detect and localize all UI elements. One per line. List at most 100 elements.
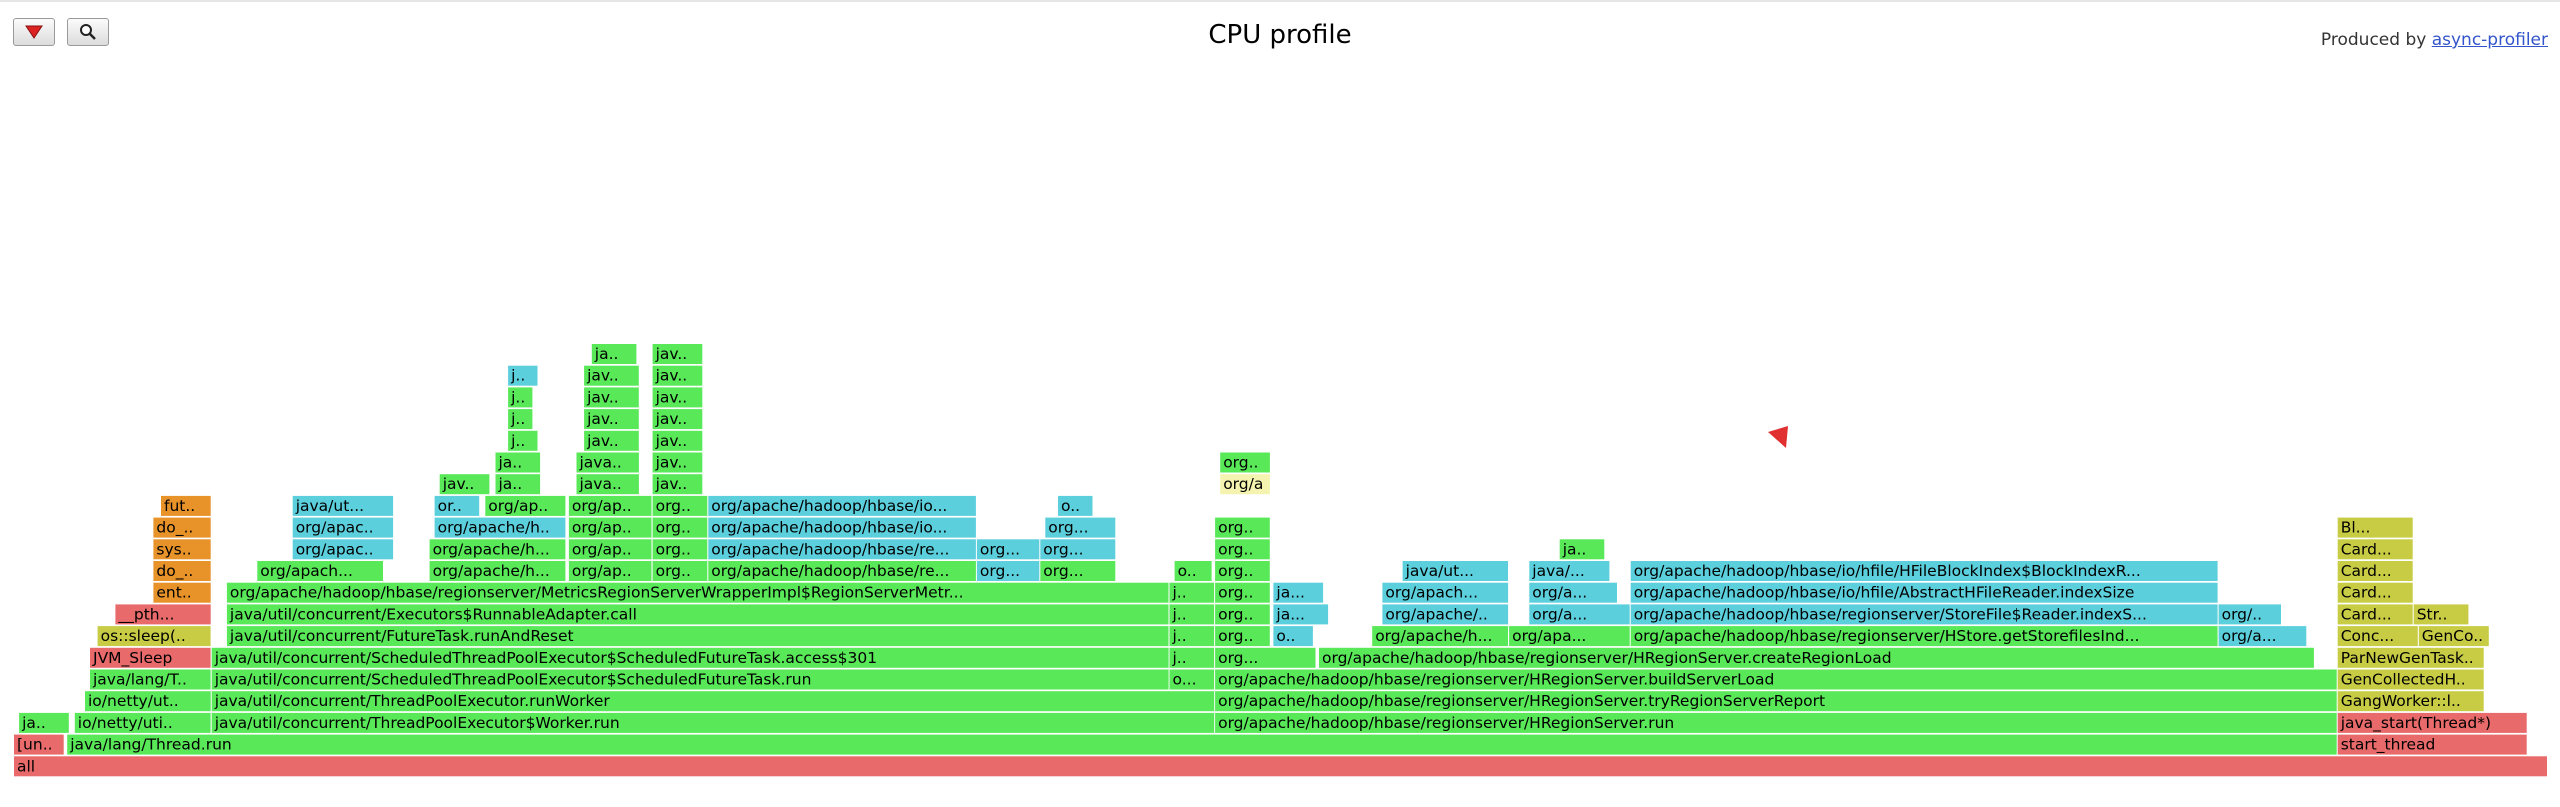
frame[interactable]: java/... xyxy=(1529,561,1610,581)
frame-bar[interactable] xyxy=(1529,604,1630,625)
frame[interactable]: org/apache/.. xyxy=(1382,604,1509,625)
frame-bar[interactable] xyxy=(1169,582,1215,603)
frame-bar[interactable] xyxy=(1372,626,1508,647)
frame-bar[interactable] xyxy=(1215,691,2337,712)
frame[interactable]: GenCo.. xyxy=(2418,626,2489,647)
frame-bar[interactable] xyxy=(1402,561,1508,581)
frame[interactable]: j.. xyxy=(508,387,533,408)
frame-bar[interactable] xyxy=(508,365,538,386)
frame-bar[interactable] xyxy=(1559,539,1605,560)
frame[interactable]: jav.. xyxy=(652,452,703,473)
frame-bar[interactable] xyxy=(584,409,639,430)
frame[interactable]: org... xyxy=(1215,647,1316,668)
frame[interactable]: org/apache/h... xyxy=(429,539,566,560)
frame-bar[interactable] xyxy=(652,452,703,473)
frame[interactable]: o... xyxy=(1169,669,1215,690)
frame[interactable]: org/a... xyxy=(1529,604,1630,625)
frame[interactable]: org.. xyxy=(1215,604,1270,625)
frame[interactable]: j.. xyxy=(508,365,538,386)
frame-bar[interactable] xyxy=(485,495,566,516)
frame-bar[interactable] xyxy=(1273,604,1329,625)
frame-bar[interactable] xyxy=(226,604,1169,625)
frame-bar[interactable] xyxy=(439,474,490,495)
frame[interactable]: java/util/concurrent/ScheduledThreadPool… xyxy=(211,669,1169,690)
frame[interactable]: GangWorker::l.. xyxy=(2337,691,2484,712)
frame[interactable]: org/apache/hadoop/hbase/regionserver/HSt… xyxy=(1630,626,2218,647)
frame[interactable]: org/ap.. xyxy=(568,495,652,516)
frame-bar[interactable] xyxy=(1215,539,1270,560)
frame[interactable]: org.. xyxy=(1220,452,1270,473)
frame-bar[interactable] xyxy=(2337,626,2418,647)
frame[interactable]: org/ap.. xyxy=(485,495,566,516)
frame-bar[interactable] xyxy=(292,517,394,538)
frame-bar[interactable] xyxy=(652,539,708,560)
frame[interactable]: org/apa... xyxy=(1509,626,1630,647)
frame[interactable]: jav.. xyxy=(652,344,703,364)
frame[interactable]: jav.. xyxy=(439,474,490,495)
frame[interactable]: org/apache/hadoop/hbase/regionserver/Met… xyxy=(226,582,1169,603)
frame-bar[interactable] xyxy=(97,626,211,647)
frame-bar[interactable] xyxy=(90,647,211,668)
frame-bar[interactable] xyxy=(976,561,1040,581)
frame-bar[interactable] xyxy=(1215,712,2337,733)
frame[interactable]: sys.. xyxy=(153,539,211,560)
frame[interactable]: org/apache/hadoop/hbase/regionserver/HRe… xyxy=(1215,669,2337,690)
frame-bar[interactable] xyxy=(568,495,652,516)
frame-bar[interactable] xyxy=(652,409,703,430)
frame[interactable]: org/apac.. xyxy=(292,517,394,538)
frame[interactable]: java/util/concurrent/ScheduledThreadPool… xyxy=(211,647,1169,668)
frame[interactable]: ParNewGenTask.. xyxy=(2337,647,2484,668)
frame-bar[interactable] xyxy=(434,495,480,516)
frame[interactable]: org.. xyxy=(1215,561,1270,581)
frame[interactable]: or.. xyxy=(434,495,480,516)
frame[interactable]: org.. xyxy=(1215,517,1270,538)
frame-bar[interactable] xyxy=(67,734,2337,755)
frame-bar[interactable] xyxy=(708,539,976,560)
frame-bar[interactable] xyxy=(434,517,566,538)
frame[interactable]: org/apache/hadoop/hbase/regionserver/HRe… xyxy=(1319,647,2314,668)
frame-bar[interactable] xyxy=(1040,539,1116,560)
frame[interactable]: java.. xyxy=(576,474,639,495)
frame-bar[interactable] xyxy=(1630,604,2218,625)
frame-bar[interactable] xyxy=(584,365,639,386)
frame-bar[interactable] xyxy=(226,626,1169,647)
frame[interactable]: org/.. xyxy=(2218,604,2281,625)
frame[interactable]: Card... xyxy=(2337,604,2413,625)
frame[interactable]: org/a... xyxy=(1529,582,1617,603)
frame-bar[interactable] xyxy=(652,365,703,386)
frame[interactable]: ja.. xyxy=(19,712,69,733)
frame[interactable]: org/ap.. xyxy=(568,539,652,560)
frame[interactable]: org... xyxy=(976,539,1040,560)
frame[interactable]: org.. xyxy=(1215,539,1270,560)
frame-bar[interactable] xyxy=(1382,604,1509,625)
frame-bar[interactable] xyxy=(1382,582,1509,603)
frame-bar[interactable] xyxy=(14,734,64,755)
frame[interactable]: ja.. xyxy=(495,452,541,473)
frame-bar[interactable] xyxy=(2418,626,2489,647)
frame-bar[interactable] xyxy=(2337,691,2484,712)
frame[interactable]: Card... xyxy=(2337,539,2413,560)
frame-bar[interactable] xyxy=(1058,495,1093,516)
frame[interactable]: JVM_Sleep xyxy=(90,647,211,668)
frame[interactable]: org... xyxy=(976,561,1040,581)
frame-bar[interactable] xyxy=(85,691,211,712)
frame-bar[interactable] xyxy=(976,539,1040,560)
frame[interactable]: java/lang/Thread.run xyxy=(67,734,2337,755)
frame-bar[interactable] xyxy=(1169,626,1215,647)
frame-bar[interactable] xyxy=(1273,626,1313,647)
frame-bar[interactable] xyxy=(576,452,639,473)
frame[interactable]: org/ap.. xyxy=(568,561,652,581)
frame[interactable]: Card... xyxy=(2337,582,2413,603)
frame-bar[interactable] xyxy=(1630,626,2218,647)
frame-bar[interactable] xyxy=(1509,626,1630,647)
frame[interactable]: do_.. xyxy=(153,517,211,538)
frame-bar[interactable] xyxy=(652,495,708,516)
frame[interactable]: org/apache/h... xyxy=(1372,626,1508,647)
frame-bar[interactable] xyxy=(1040,561,1116,581)
frame[interactable]: __pth... xyxy=(115,604,211,625)
search-button[interactable] xyxy=(67,18,109,46)
frame-bar[interactable] xyxy=(211,669,1169,690)
frame[interactable]: java/util/concurrent/ThreadPoolExecutor$… xyxy=(211,712,1215,733)
frame[interactable]: org/apache/hadoop/hbase/regionserver/Sto… xyxy=(1630,604,2218,625)
async-profiler-link[interactable]: async-profiler xyxy=(2431,30,2548,50)
